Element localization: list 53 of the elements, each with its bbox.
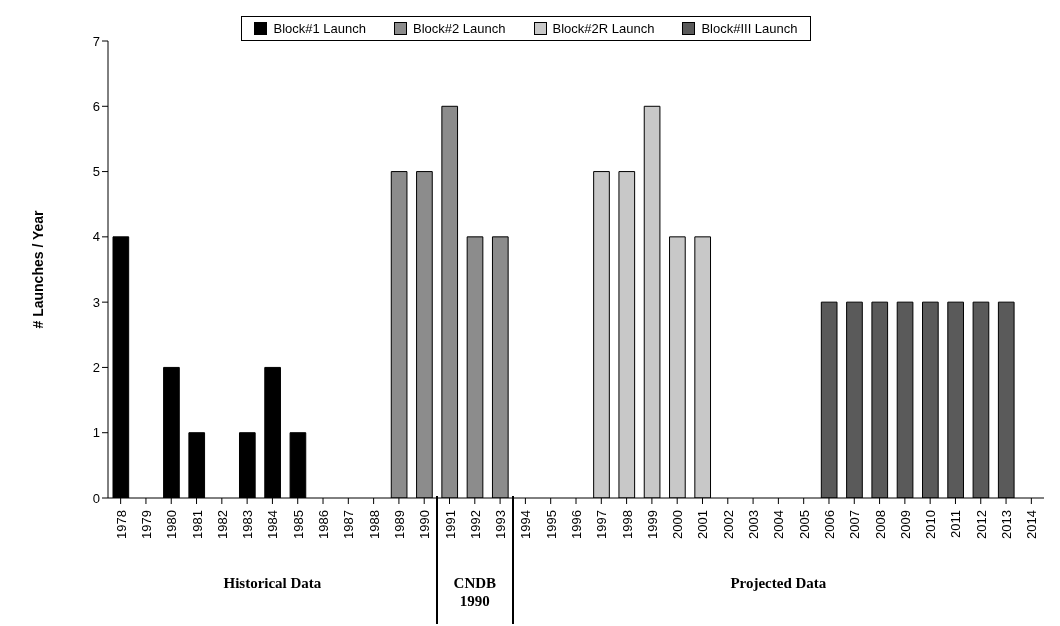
- x-tick-label: 1983: [240, 510, 256, 539]
- y-tick-label: 4: [92, 229, 100, 245]
- x-tick-label: 2007: [847, 510, 863, 539]
- x-tick-label: 1978: [113, 510, 129, 539]
- x-tick-label: 1980: [164, 510, 180, 539]
- text: Historical Data: [222, 574, 323, 592]
- x-tick-label: 2004: [771, 510, 787, 539]
- legend-label: Block#1 Launch: [273, 21, 366, 36]
- x-tick-label: 2012: [973, 510, 989, 539]
- x-tick-label: 2003: [746, 510, 762, 539]
- x-tick-label: 1985: [290, 510, 306, 539]
- text: CNDB 1990: [452, 574, 498, 610]
- y-axis-title: # Launches / Year: [29, 209, 46, 329]
- x-tick-label: 1984: [265, 510, 281, 539]
- x-tick-label: 2013: [999, 510, 1015, 539]
- x-tick-label: 1999: [644, 510, 660, 539]
- y-tick-label: 7: [92, 33, 100, 49]
- x-tick-label: 1996: [569, 510, 584, 539]
- x-tick-label: 1993: [493, 510, 509, 539]
- x-tick-label: 2001: [695, 510, 711, 539]
- x-tick-label: 2011: [948, 510, 964, 538]
- x-tick-label: 2002: [720, 510, 736, 539]
- x-tick-label: 2009: [897, 510, 913, 539]
- x-tick-label: 1979: [138, 510, 154, 539]
- x-tick-label: 1989: [391, 510, 407, 539]
- x-tick-label: 2000: [670, 510, 686, 539]
- x-tick-label: 2014: [1024, 510, 1040, 539]
- y-tick-label: 1: [92, 425, 100, 441]
- x-tick-label: 2005: [796, 510, 812, 539]
- x-tick-label: 1982: [214, 510, 230, 539]
- x-tick-label: 1998: [619, 510, 635, 539]
- x-tick-label: 1987: [341, 510, 357, 539]
- x-tick-label: 1990: [417, 510, 433, 539]
- x-tick-label: 1991: [442, 510, 458, 539]
- y-tick-label: 2: [92, 360, 100, 376]
- legend-label: Block#2R Launch: [552, 21, 655, 36]
- y-tick-label: 6: [92, 98, 100, 114]
- x-tick-label: 2006: [821, 510, 837, 539]
- x-tick-label: 1981: [189, 510, 205, 539]
- x-tick-label: 1995: [543, 510, 559, 539]
- text: Projected Data: [729, 574, 828, 592]
- x-tick-label: 2008: [872, 510, 888, 539]
- x-tick-label: 1997: [594, 510, 610, 539]
- y-tick-label: 3: [92, 294, 100, 310]
- x-tick-label: 2010: [923, 510, 939, 539]
- x-tick-label: 1992: [467, 510, 483, 539]
- legend-label: Block#2 Launch: [412, 21, 506, 36]
- x-tick-label: 1994: [518, 510, 534, 539]
- legend-label: Block#III Launch: [701, 21, 798, 36]
- y-tick-label: 0: [92, 490, 100, 506]
- x-tick-label: 1988: [366, 510, 382, 539]
- x-tick-label: 1986: [316, 510, 332, 539]
- y-tick-label: 5: [92, 164, 100, 180]
